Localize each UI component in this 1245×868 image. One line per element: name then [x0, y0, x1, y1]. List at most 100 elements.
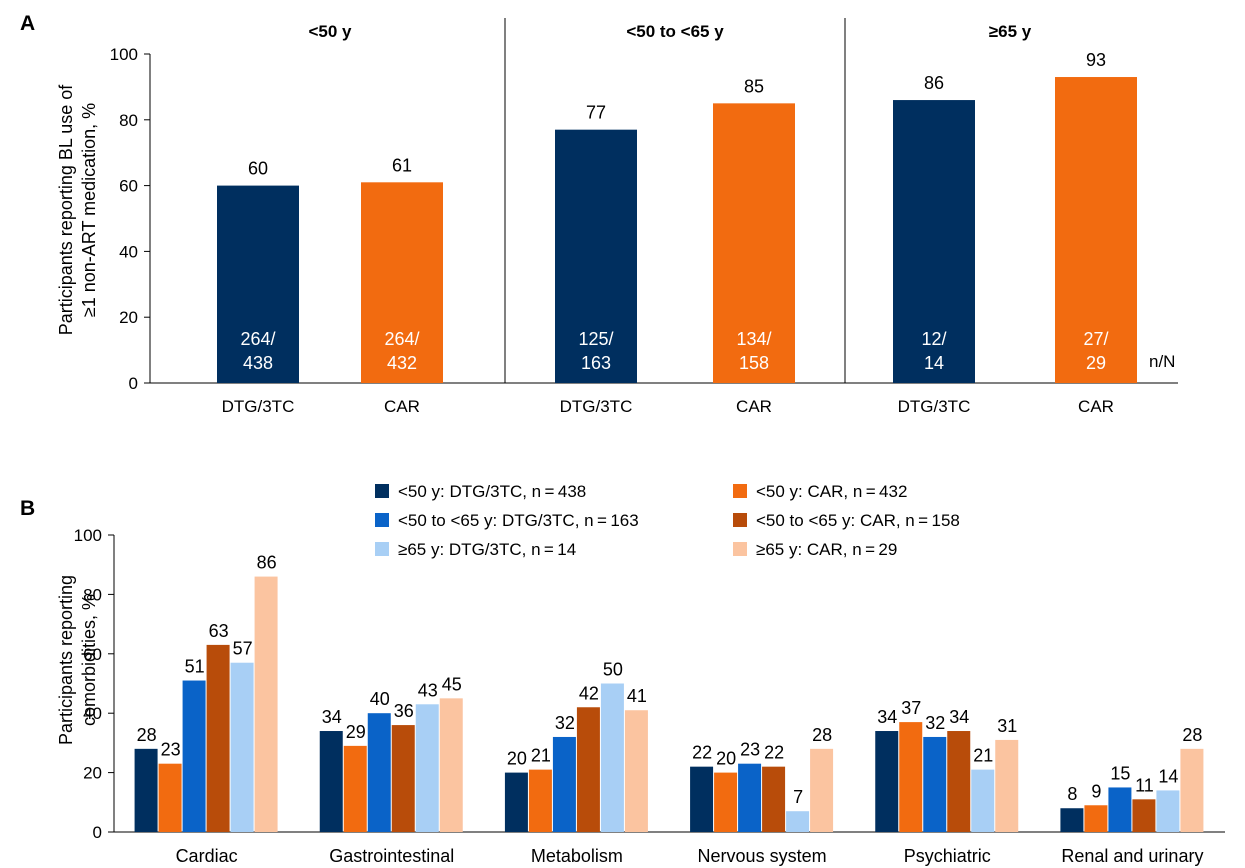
panel-b-bar: [528, 769, 552, 832]
panel-a-value-label: 93: [1086, 50, 1106, 70]
panel-a: A Participants reporting BL use of ≥1 no…: [20, 12, 1178, 416]
panel-b-category-label: Metabolism: [531, 846, 623, 866]
panel-b-value-label: 22: [692, 743, 712, 763]
panel-b-value-label: 7: [793, 787, 803, 807]
panel-b-value-label: 8: [1067, 784, 1077, 804]
panel-a-N-label: 438: [243, 353, 273, 373]
panel-b-bar: [690, 766, 714, 832]
panel-b-value-label: 28: [137, 725, 157, 745]
panel-b-value-label: 36: [394, 701, 414, 721]
panel-b-bar: [923, 736, 947, 832]
panel-a-value-label: 86: [924, 73, 944, 93]
panel-b-value-label: 9: [1091, 781, 1101, 801]
panel-a-y-tick-label: 20: [119, 308, 138, 327]
panel-b-bar: [391, 725, 415, 832]
panel-b-bar: [439, 698, 463, 832]
panel-b-category-label: Psychiatric: [904, 846, 991, 866]
panel-a-category-label: CAR: [736, 397, 772, 416]
panel-a-bar: [555, 129, 637, 383]
panel-b-bar: [552, 736, 576, 832]
panel-a-y-tick-label: 100: [110, 45, 138, 64]
panel-b-bar: [1108, 787, 1132, 832]
panel-b-category-label: Cardiac: [176, 846, 238, 866]
panel-b-value-label: 86: [257, 553, 277, 573]
panel-a-group-title: <50 y: [308, 22, 352, 41]
panel-b-category-label: Renal and urinary: [1061, 846, 1203, 866]
panel-b-letter: B: [20, 497, 35, 520]
panel-a-bar: [713, 103, 795, 383]
panel-b-ylabel-line1: Participants reporting: [56, 575, 76, 745]
panel-b-value-label: 21: [973, 746, 993, 766]
legend-swatch: [375, 542, 389, 556]
panel-a-n-label: 27/: [1083, 329, 1108, 349]
panel-b-value-label: 57: [233, 639, 253, 659]
panel-b-bar: [786, 811, 810, 832]
panel-a-bar: [893, 100, 975, 383]
panel-b-bar: [995, 739, 1019, 832]
legend-swatch: [375, 484, 389, 498]
panel-b-value-label: 20: [507, 749, 527, 769]
panel-b-bar: [1084, 805, 1108, 832]
panel-b-bar: [134, 748, 158, 832]
panel-a-n-label: 264/: [240, 329, 275, 349]
panel-b-value-label: 20: [716, 749, 736, 769]
panel-b-bar: [158, 763, 182, 832]
panel-a-category-label: CAR: [384, 397, 420, 416]
panel-a-letter: A: [20, 12, 35, 35]
panel-b-value-label: 31: [997, 716, 1017, 736]
panel-b-bar: [343, 745, 367, 832]
panel-b-bar: [1132, 799, 1156, 832]
panel-b-value-label: 45: [442, 674, 462, 694]
panel-a-nN-label: n/N: [1149, 352, 1175, 371]
panel-b-bar: [230, 662, 254, 832]
panel-a-y-axis-title: Participants reporting BL use of ≥1 non-…: [56, 84, 99, 335]
panel-b-bar: [600, 683, 624, 832]
panel-a-n-label: 134/: [736, 329, 771, 349]
panel-b-bar: [182, 680, 206, 832]
legend-swatch: [733, 484, 747, 498]
panel-a-N-label: 29: [1086, 353, 1106, 373]
panel-b-value-label: 34: [949, 707, 969, 727]
panel-b-value-label: 34: [322, 707, 342, 727]
panel-b-value-label: 32: [925, 713, 945, 733]
panel-b: B Participants reporting comorbidities, …: [20, 482, 1225, 866]
panel-b-value-label: 29: [346, 722, 366, 742]
panel-a-value-label: 61: [392, 155, 412, 175]
panel-b-bar: [762, 766, 786, 832]
panel-b-bar: [971, 769, 995, 832]
panel-b-bar: [947, 731, 971, 832]
panel-a-N-label: 432: [387, 353, 417, 373]
panel-a-category-label: CAR: [1078, 397, 1114, 416]
panel-a-value-label: 85: [744, 76, 764, 96]
legend-label: ≥65 y: DTG/3TC, n = 14: [398, 540, 576, 559]
panel-a-group-title: ≥65 y: [989, 22, 1032, 41]
panel-b-bar: [1180, 748, 1204, 832]
panel-b-y-tick-label: 0: [93, 823, 102, 842]
panel-b-bar: [415, 704, 439, 832]
panel-a-group-title: <50 to <65 y: [626, 22, 724, 41]
panel-b-value-label: 37: [901, 698, 921, 718]
panel-b-value-label: 43: [418, 680, 438, 700]
panel-a-category-label: DTG/3TC: [898, 397, 971, 416]
panel-a-y-tick-label: 40: [119, 242, 138, 261]
panel-b-value-label: 42: [579, 683, 599, 703]
panel-b-legend: <50 y: DTG/3TC, n = 438 <50 y: CAR, n = 4…: [375, 482, 960, 559]
panel-b-bar: [504, 772, 528, 832]
legend-label: ≥65 y: CAR, n = 29: [756, 540, 897, 559]
legend-swatch: [375, 513, 389, 527]
legend-label: <50 y: DTG/3TC, n = 438: [398, 482, 586, 501]
panel-b-value-label: 63: [209, 621, 229, 641]
panel-b-bar: [206, 644, 230, 832]
panel-b-bar: [810, 748, 834, 832]
panel-b-y-tick-label: 60: [83, 645, 102, 664]
panel-b-y-tick-label: 20: [83, 764, 102, 783]
panel-b-bar: [254, 576, 278, 832]
panel-a-value-label: 77: [586, 103, 606, 123]
panel-b-bar: [319, 731, 343, 832]
panel-b-value-label: 28: [812, 725, 832, 745]
panel-b-bar: [624, 710, 648, 832]
legend-label: <50 y: CAR, n = 432: [756, 482, 907, 501]
panel-b-category-label: Gastrointestinal: [329, 846, 454, 866]
panel-b-bar: [367, 713, 391, 832]
